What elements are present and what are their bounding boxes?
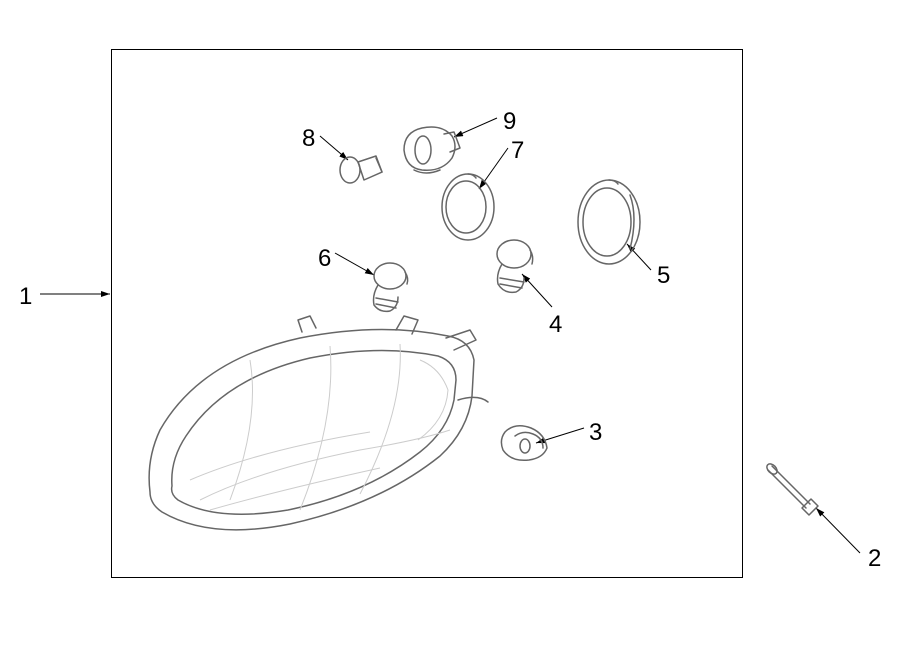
diagram-svg: [0, 0, 900, 661]
part-9-socket: [404, 127, 460, 173]
part-5-cap-large: [578, 180, 640, 264]
part-6-bulb: [374, 263, 408, 311]
part-8-wedge-bulb: [340, 156, 382, 183]
part-3-clip: [501, 426, 547, 461]
part-7-cap: [442, 174, 494, 240]
diagram-canvas: 1 2 3 4 5 6 7 8 9: [0, 0, 900, 661]
part-4-bulb: [497, 240, 533, 292]
part-1-headlamp-assembly: [149, 316, 488, 530]
part-2-bolt: [765, 462, 818, 515]
